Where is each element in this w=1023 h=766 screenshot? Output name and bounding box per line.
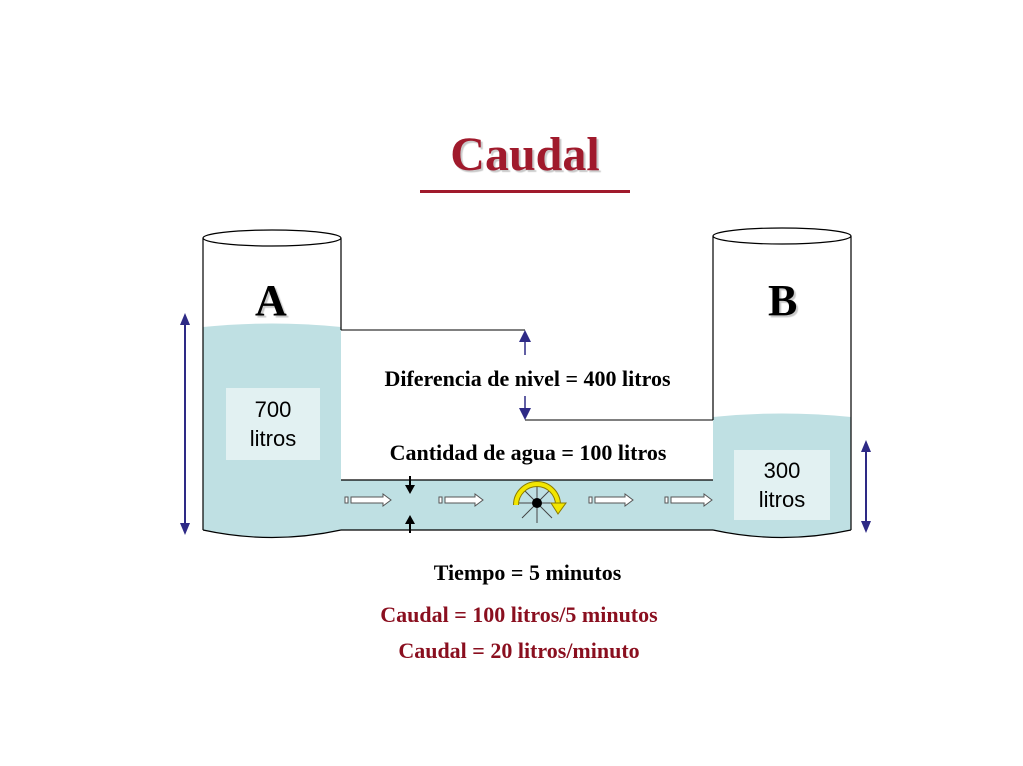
- tank-a-label: A: [255, 276, 287, 325]
- flow-arrow-3: [594, 493, 634, 507]
- tank-a-volume: 700 litros: [226, 388, 320, 460]
- tank-b-volume: 300 litros: [734, 450, 830, 520]
- page-title: Caudal: [450, 128, 600, 181]
- flow-result: Caudal = 20 litros/minuto: [398, 638, 640, 663]
- height-arrow-b: [861, 440, 871, 533]
- measure-point-arrows: [405, 476, 415, 533]
- flow-arrows: [344, 493, 713, 507]
- tank-a-rim: [202, 229, 342, 247]
- tank-b-rim: [712, 227, 852, 245]
- level-difference-label: Diferencia de nivel = 400 litros: [384, 366, 671, 391]
- tank-b-label: B: [768, 276, 798, 325]
- flow-meter-icon: [513, 481, 567, 523]
- flow-calculation: Caudal = 100 litros/5 minutos: [380, 602, 658, 627]
- water-amount-label: Cantidad de agua = 100 litros: [389, 440, 667, 465]
- time-label: Tiempo = 5 minutos: [433, 560, 622, 585]
- flow-arrow-4: [670, 493, 713, 507]
- flow-arrow-2: [444, 493, 484, 507]
- title-underline: [420, 190, 630, 193]
- flow-arrow-1: [350, 493, 392, 507]
- height-arrow-a: [180, 313, 190, 535]
